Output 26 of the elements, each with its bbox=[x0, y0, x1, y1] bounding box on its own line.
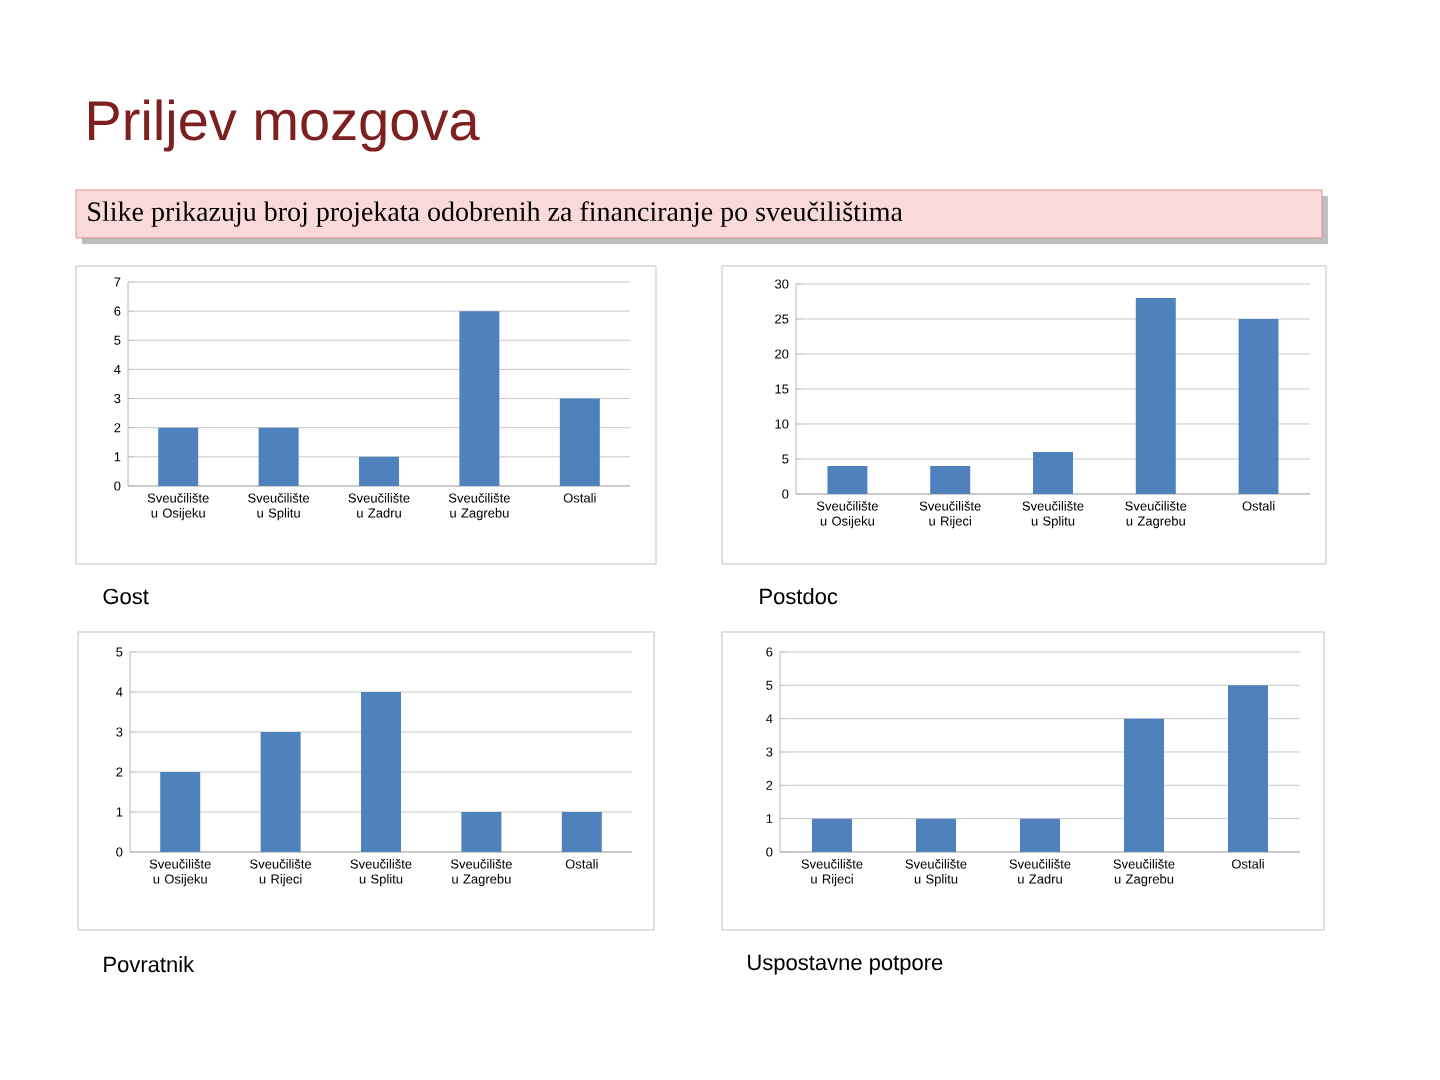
text: Priljev mozgova bbox=[89, 99, 480, 152]
bar bbox=[916, 818, 956, 852]
text: Povratnik bbox=[104, 956, 195, 973]
bar bbox=[559, 398, 600, 486]
bar bbox=[1228, 685, 1268, 852]
text: Postdoc bbox=[760, 588, 838, 605]
bar bbox=[258, 427, 299, 486]
bar bbox=[359, 456, 400, 486]
bar bbox=[1135, 297, 1176, 494]
bar bbox=[827, 465, 868, 494]
bar bbox=[160, 771, 201, 852]
bar bbox=[459, 311, 500, 486]
bar bbox=[1020, 818, 1060, 852]
bar bbox=[1123, 718, 1164, 852]
bar bbox=[461, 811, 502, 852]
bar bbox=[158, 427, 199, 486]
text: Uspostavne potpore bbox=[748, 954, 943, 975]
bar bbox=[812, 818, 853, 852]
bar bbox=[561, 811, 602, 852]
text: Gost bbox=[103, 588, 149, 605]
text: Slike prikazuju broj projekata odobrenih za financiranje po sveučilištima bbox=[88, 201, 903, 227]
bar bbox=[1033, 451, 1073, 494]
bar bbox=[260, 731, 301, 852]
bar bbox=[361, 691, 402, 852]
bar bbox=[1238, 318, 1279, 494]
bar bbox=[930, 465, 971, 494]
